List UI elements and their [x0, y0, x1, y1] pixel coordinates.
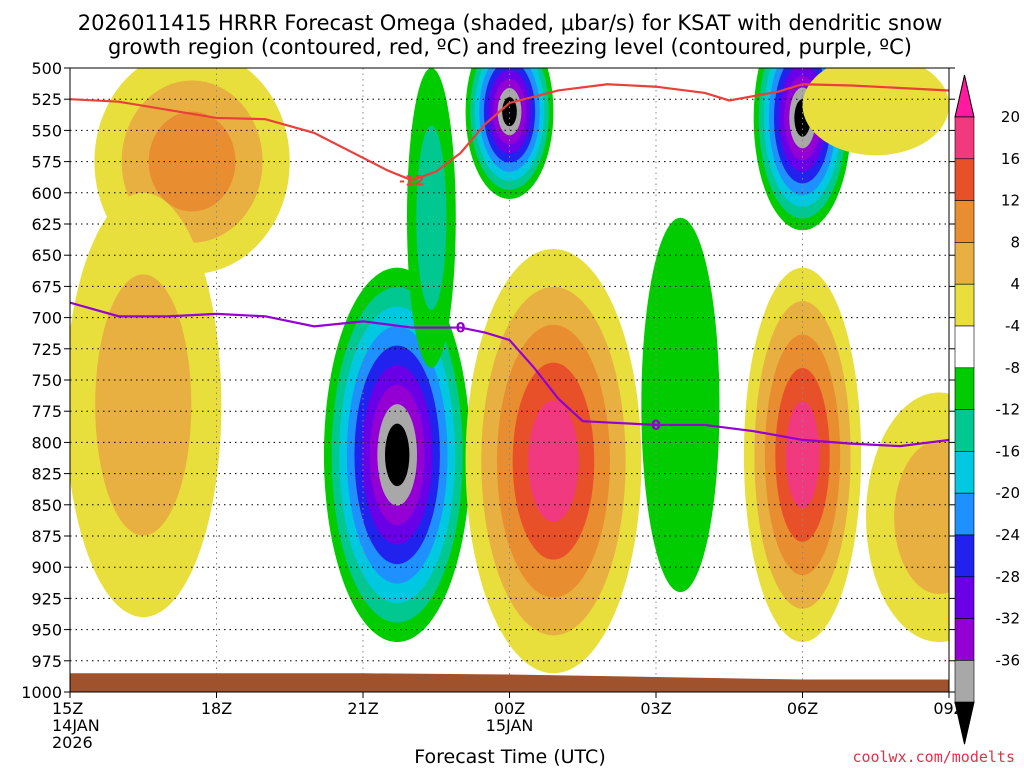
colorbar-label-10: -24 — [996, 526, 1021, 544]
y-tick-label-875: 875 — [31, 527, 62, 546]
y-tick-label-500: 500 — [31, 59, 62, 78]
colorbar-label-11: -28 — [996, 568, 1021, 586]
colorbar-segment-12 — [954, 576, 975, 619]
colorbar-label-12: -32 — [996, 610, 1021, 628]
omega-contour-right-edge-rising-8 — [894, 440, 949, 595]
dgz-minus12-line-label-0: -12 — [399, 173, 424, 189]
y-tick-label-525: 525 — [31, 90, 62, 109]
omega-contour-top-sinking-00z--36 — [502, 97, 517, 127]
y-tick-label-600: 600 — [31, 184, 62, 203]
y-axis: 500 525 550 575 600 625 650 675 700 725 750 775 800 8… — [21, 59, 955, 702]
chart-title-line-2: growth region (contoured, red, ºC) and f… — [108, 35, 912, 59]
contour-lines — [70, 83, 949, 448]
ground-layer — [70, 673, 949, 692]
colorbar-label-0: 20 — [1001, 108, 1020, 126]
y-tick-label-1000: 1000 — [21, 683, 62, 702]
y-tick-label-925: 925 — [31, 589, 62, 608]
x-tick-label-0-1: 14JAN — [52, 716, 100, 735]
ground-surface — [70, 673, 949, 692]
y-tick-label-850: 850 — [31, 496, 62, 515]
freezing-level-line-label-1: 0 — [651, 418, 661, 434]
colorbar-segment-8 — [954, 409, 975, 452]
x-tick-label-0-0: 15Z — [52, 699, 83, 718]
contour-labels: -12 0 0 — [399, 173, 661, 434]
freezing-level-line — [70, 301, 949, 448]
colorbar-label-3: 8 — [1010, 233, 1020, 251]
chart-title-line-1: 2026011415 HRRR Forecast Omega (shaded, … — [78, 11, 943, 35]
x-tick-label-0-2: 2026 — [52, 733, 93, 752]
y-tick-label-650: 650 — [31, 246, 62, 265]
colorbar-segment-1 — [954, 116, 975, 160]
colorbar: 20 16 12 8 4 -4 -8 -12 -16 -20 -24 -28 -32 -36 — [954, 74, 1021, 745]
colorbar-segment-2 — [954, 158, 975, 201]
colorbar-label-6: -8 — [1005, 359, 1020, 377]
y-tick-label-550: 550 — [31, 121, 62, 140]
colorbar-label-8: -16 — [996, 442, 1021, 460]
x-tick-label-3-0: 18Z — [201, 699, 232, 718]
credit-text: coolwx.com/modelts — [852, 748, 1015, 766]
omega-contour-lower-left-rising-8 — [95, 274, 192, 536]
colorbar-segment-10 — [954, 492, 975, 536]
y-tick-label-900: 900 — [31, 558, 62, 577]
colorbar-label-7: -12 — [996, 401, 1021, 419]
omega-contour-central-rising-20 — [528, 400, 579, 522]
gridlines — [70, 68, 949, 692]
colorbar-segment-14 — [954, 660, 975, 703]
colorbar-segment-11 — [954, 534, 975, 578]
colorbar-label-13: -36 — [996, 651, 1021, 669]
omega-shading — [70, 68, 949, 674]
omega-contour-central-sinking--36 — [384, 423, 410, 487]
colorbar-label-4: 4 — [1010, 275, 1020, 293]
colorbar-bottom-arrow — [954, 701, 975, 745]
y-tick-label-775: 775 — [31, 402, 62, 421]
x-axis-label: Forecast Time (UTC) — [414, 746, 605, 768]
omega-contour-narrow-green-column--8 — [416, 125, 447, 310]
colorbar-segment-4 — [954, 242, 975, 285]
colorbar-top-arrow — [954, 74, 975, 118]
y-tick-label-950: 950 — [31, 621, 62, 640]
colorbar-label-2: 12 — [1001, 192, 1020, 210]
colorbar-label-9: -20 — [996, 484, 1021, 502]
y-tick-label-750: 750 — [31, 371, 62, 390]
x-tick-label-9-1: 15JAN — [486, 716, 534, 735]
colorbar-segment-7 — [954, 367, 975, 410]
y-tick-label-725: 725 — [31, 340, 62, 359]
y-tick-label-800: 800 — [31, 433, 62, 452]
y-tick-label-675: 675 — [31, 277, 62, 296]
x-tick-label-6-0: 21Z — [347, 699, 378, 718]
colorbar-segment-6 — [954, 325, 975, 369]
dgz-minus12-line — [70, 83, 949, 182]
x-tick-label-15-0: 06Z — [787, 699, 818, 718]
y-tick-label-825: 825 — [31, 465, 62, 484]
colorbar-label-5: -4 — [1005, 317, 1020, 335]
x-tick-label-9-0: 00Z — [494, 699, 525, 718]
omega-contour-upper-right-rising-4 — [802, 68, 949, 156]
omega-contour-green-column-03z--4 — [641, 217, 720, 593]
freezing-level-line-label-0: 0 — [456, 321, 466, 337]
y-tick-label-575: 575 — [31, 153, 62, 172]
y-tick-label-700: 700 — [31, 309, 62, 328]
colorbar-segment-5 — [954, 283, 975, 327]
colorbar-segment-3 — [954, 200, 975, 243]
y-tick-label-625: 625 — [31, 215, 62, 234]
colorbar-segment-13 — [954, 618, 975, 661]
omega-contour-right-rising-20 — [785, 401, 820, 509]
colorbar-segment-9 — [954, 451, 975, 494]
y-tick-label-975: 975 — [31, 652, 62, 671]
colorbar-label-1: 16 — [1001, 150, 1020, 168]
x-tick-label-12-0: 03Z — [640, 699, 671, 718]
